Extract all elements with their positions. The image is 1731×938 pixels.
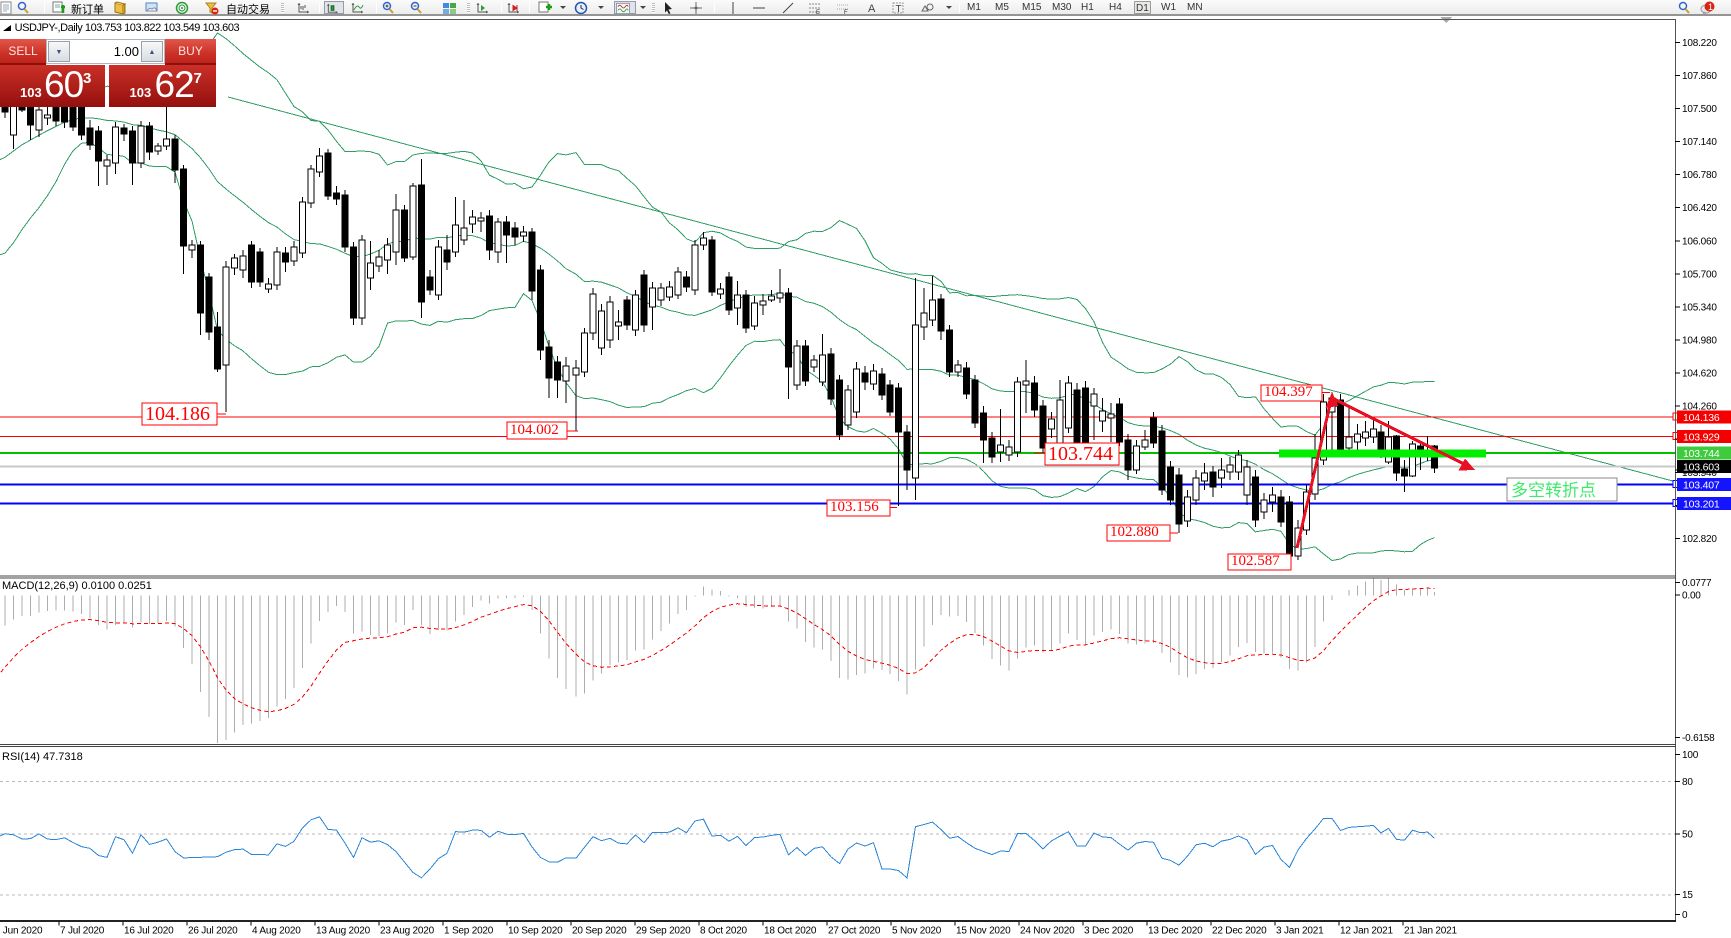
- svg-text:15 Nov 2020: 15 Nov 2020: [956, 926, 1011, 937]
- svg-text:12 Jan 2021: 12 Jan 2021: [1340, 926, 1393, 937]
- svg-text:104.620: 104.620: [1682, 369, 1717, 380]
- svg-text:80: 80: [1682, 777, 1693, 788]
- svg-text:104.002: 104.002: [510, 422, 559, 438]
- svg-text:103.929: 103.929: [1683, 431, 1720, 443]
- svg-text:F: F: [844, 10, 848, 15]
- svg-text:50: 50: [1682, 830, 1693, 841]
- svg-text:-0.6158: -0.6158: [1682, 733, 1715, 744]
- svg-text:104.136: 104.136: [1683, 412, 1720, 424]
- svg-text:多空转折点: 多空转折点: [1511, 481, 1596, 500]
- svg-text:102.880: 102.880: [1110, 524, 1159, 540]
- svg-text:T: T: [896, 4, 902, 15]
- svg-text:1 Sep 2020: 1 Sep 2020: [444, 926, 494, 937]
- svg-text:23 Aug 2020: 23 Aug 2020: [380, 926, 435, 937]
- svg-text:103.540: 103.540: [1682, 468, 1717, 479]
- svg-text:18 Oct 2020: 18 Oct 2020: [764, 926, 817, 937]
- svg-text:15: 15: [1682, 890, 1693, 901]
- svg-text:28 Jun 2020: 28 Jun 2020: [0, 926, 43, 937]
- svg-text:103.201: 103.201: [1683, 498, 1720, 510]
- svg-text:1: 1: [1708, 2, 1713, 12]
- svg-text:4 Aug 2020: 4 Aug 2020: [252, 926, 301, 937]
- svg-text:107.860: 107.860: [1682, 71, 1717, 82]
- svg-text:21 Jan 2021: 21 Jan 2021: [1404, 926, 1457, 937]
- svg-text:107.140: 107.140: [1682, 137, 1717, 148]
- svg-text:103.407: 103.407: [1683, 479, 1720, 491]
- svg-text:106.060: 106.060: [1682, 236, 1717, 247]
- svg-text:8 Oct 2020: 8 Oct 2020: [700, 926, 748, 937]
- svg-text:103.156: 103.156: [830, 499, 879, 515]
- svg-text:A: A: [868, 3, 876, 15]
- svg-text:106.420: 106.420: [1682, 203, 1717, 214]
- svg-text:104.260: 104.260: [1682, 402, 1717, 413]
- svg-text:13 Aug 2020: 13 Aug 2020: [316, 926, 371, 937]
- svg-text:16 Jul 2020: 16 Jul 2020: [124, 926, 174, 937]
- svg-text:22 Dec 2020: 22 Dec 2020: [1212, 926, 1267, 937]
- svg-text:105.340: 105.340: [1682, 302, 1717, 313]
- svg-text:10 Sep 2020: 10 Sep 2020: [508, 926, 563, 937]
- svg-text:13 Dec 2020: 13 Dec 2020: [1148, 926, 1203, 937]
- svg-text:MACD(12,26,9) 0.0100 0.0251: MACD(12,26,9) 0.0100 0.0251: [2, 580, 152, 592]
- svg-text:105.700: 105.700: [1682, 269, 1717, 280]
- svg-text:106.780: 106.780: [1682, 170, 1717, 181]
- svg-text:0.00: 0.00: [1682, 590, 1701, 601]
- svg-text:7 Jul 2020: 7 Jul 2020: [60, 926, 105, 937]
- svg-text:104.186: 104.186: [145, 403, 210, 425]
- svg-text:103.603: 103.603: [1683, 461, 1720, 473]
- svg-text:103.744: 103.744: [1048, 443, 1113, 465]
- svg-text:104.980: 104.980: [1682, 336, 1717, 347]
- svg-text:5 Nov 2020: 5 Nov 2020: [892, 926, 942, 937]
- svg-text:102.587: 102.587: [1231, 553, 1280, 569]
- svg-text:3 Dec 2020: 3 Dec 2020: [1084, 926, 1134, 937]
- svg-text:0: 0: [1682, 910, 1688, 921]
- svg-text:103.744: 103.744: [1683, 448, 1720, 460]
- svg-text:RSI(14) 47.7318: RSI(14) 47.7318: [2, 751, 83, 763]
- svg-text:102.820: 102.820: [1682, 534, 1717, 545]
- svg-text:100: 100: [1682, 750, 1699, 761]
- svg-text:107.500: 107.500: [1682, 104, 1717, 115]
- svg-text:29 Sep 2020: 29 Sep 2020: [636, 926, 691, 937]
- svg-text:108.220: 108.220: [1682, 38, 1717, 49]
- svg-text:27 Oct 2020: 27 Oct 2020: [828, 926, 881, 937]
- svg-text:3 Jan 2021: 3 Jan 2021: [1276, 926, 1324, 937]
- svg-text:0.0777: 0.0777: [1682, 578, 1712, 589]
- svg-text:26 Jul 2020: 26 Jul 2020: [188, 926, 238, 937]
- svg-text:20 Sep 2020: 20 Sep 2020: [572, 926, 627, 937]
- svg-text:E: E: [816, 10, 820, 15]
- svg-text:104.397: 104.397: [1264, 384, 1313, 400]
- svg-text:24 Nov 2020: 24 Nov 2020: [1020, 926, 1075, 937]
